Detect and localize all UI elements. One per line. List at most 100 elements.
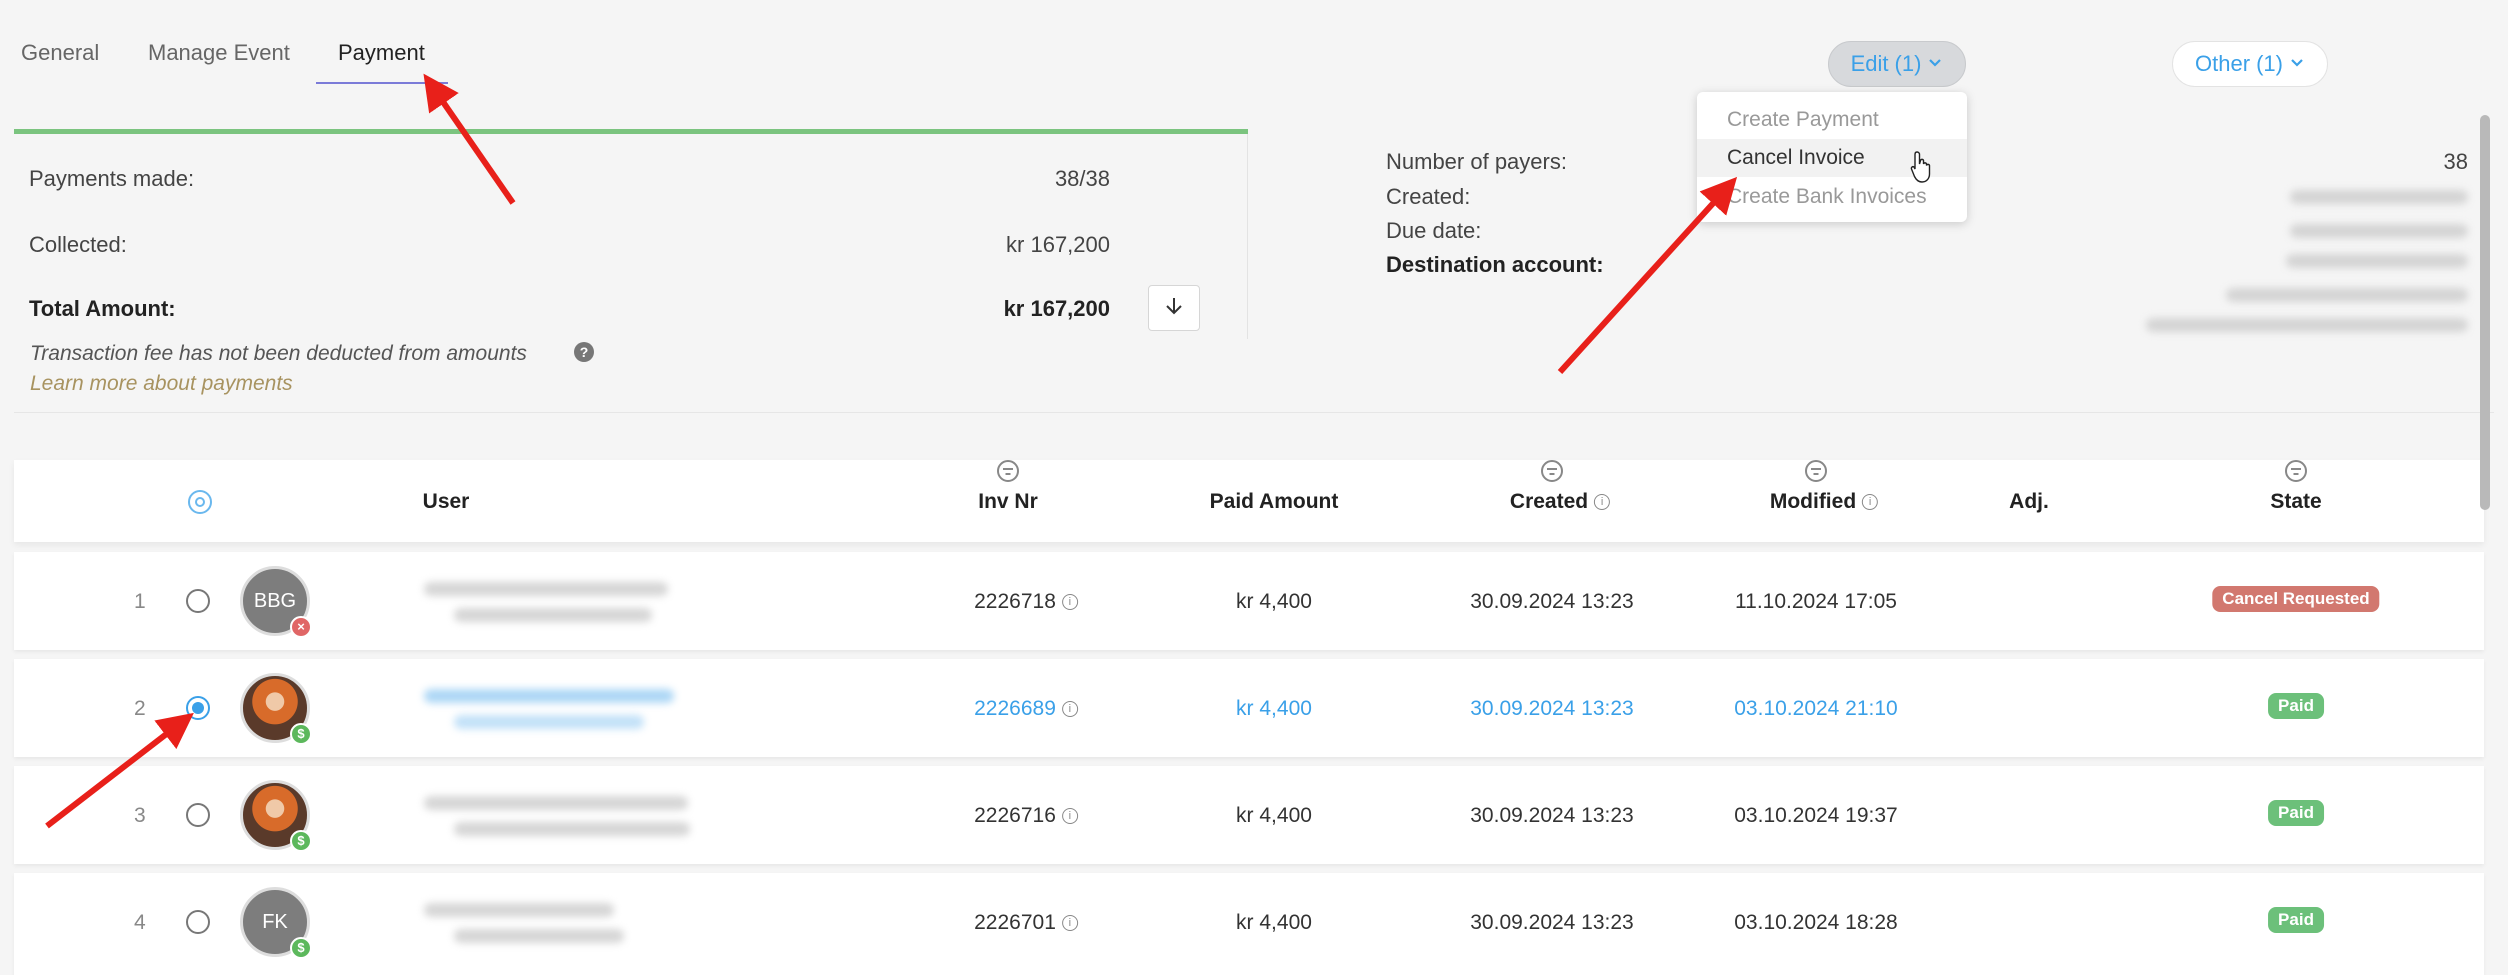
user-subname-redacted <box>454 822 690 836</box>
user-name-redacted[interactable] <box>424 689 674 703</box>
inv-nr-value: 2226716 <box>974 804 1056 827</box>
column-adj[interactable]: Adj. <box>2009 490 2049 513</box>
table-row[interactable]: 1 BBG × 2226718 i kr 4,400 30.09.2024 13:… <box>14 552 2484 650</box>
column-paid-amount[interactable]: Paid Amount <box>1209 490 1339 513</box>
status-badge: Paid <box>2268 693 2324 719</box>
other-count: (1) <box>2256 51 2283 76</box>
fee-note: Transaction fee has not been deducted fr… <box>30 342 527 365</box>
due-date-label: Due date: <box>1386 218 1482 243</box>
other-button[interactable]: Other (1) <box>2172 41 2328 87</box>
table-header: User Inv Nr Paid Amount Created i Modifie… <box>14 460 2484 542</box>
payments-made-value: 38/38 <box>1054 166 1110 191</box>
row-select-radio[interactable] <box>186 910 210 934</box>
paid-amount-cell: kr 4,400 <box>1236 804 1312 827</box>
row-select-radio[interactable] <box>186 696 210 720</box>
edit-label: Edit <box>1850 51 1889 76</box>
row-select-radio[interactable] <box>186 803 210 827</box>
row-number: 1 <box>134 590 146 613</box>
row-number: 3 <box>134 804 146 827</box>
column-state[interactable]: State <box>2270 490 2322 513</box>
created-value-redacted <box>2290 190 2468 204</box>
inv-nr-cell: 2226716 i <box>974 804 1078 828</box>
payment-progress-bar <box>14 129 1248 134</box>
modified-cell: 03.10.2024 18:28 <box>1734 911 1898 934</box>
user-subname-redacted <box>454 929 624 943</box>
inv-nr-value: 2226701 <box>974 911 1056 934</box>
inv-nr-cell: 2226701 i <box>974 911 1078 935</box>
row-number: 4 <box>134 911 146 934</box>
created-cell: 30.09.2024 13:23 <box>1470 697 1634 720</box>
edit-count: (1) <box>1894 51 1922 76</box>
info-icon[interactable]: i <box>1061 701 1078 718</box>
table-row[interactable]: 4 FK $ 2226701 i kr 4,400 30.09.2024 13:2… <box>14 873 2484 975</box>
user-subname-redacted <box>454 715 644 729</box>
inv-nr-cell: 2226718 i <box>974 590 1078 614</box>
dollar-status-icon: $ <box>290 830 312 852</box>
scrollbar[interactable] <box>2480 115 2490 510</box>
due-date-value-redacted <box>2290 224 2468 238</box>
user-name-redacted[interactable] <box>424 582 668 596</box>
column-inv-nr[interactable]: Inv Nr <box>978 490 1038 513</box>
learn-more-link[interactable]: Learn more about payments <box>30 372 293 395</box>
created-cell: 30.09.2024 13:23 <box>1470 804 1634 827</box>
chevron-down-icon <box>2289 51 2305 77</box>
chevron-down-icon <box>1927 51 1943 77</box>
destination-account-redacted <box>2286 254 2468 268</box>
table-row[interactable]: 3 $ 2226716 i kr 4,400 30.09.2024 13:23 0… <box>14 766 2484 864</box>
avatar-initials: BBG <box>253 589 297 612</box>
annotation-arrow <box>423 73 516 205</box>
tab-general[interactable]: General <box>21 40 100 65</box>
paid-amount-cell: kr 4,400 <box>1236 590 1312 613</box>
user-name-redacted[interactable] <box>424 903 614 917</box>
row-select-radio[interactable] <box>186 589 210 613</box>
table-row[interactable]: 2 $ 2226689 i kr 4,400 30.09.2024 13:23 0… <box>14 659 2484 757</box>
info-icon[interactable]: i <box>1061 915 1078 932</box>
avatar: BBG <box>240 566 310 636</box>
modified-cell: 11.10.2024 17:05 <box>1735 590 1897 613</box>
status-badge: Paid <box>2268 907 2324 933</box>
column-user[interactable]: User <box>422 490 470 513</box>
created-label: Created: <box>1386 184 1471 209</box>
summary-divider <box>1247 134 1248 339</box>
select-all-radio[interactable] <box>188 490 212 514</box>
edit-button[interactable]: Edit (1) <box>1828 41 1966 87</box>
menu-item-create-bank-invoices[interactable]: Create Bank Invoices <box>1727 185 1927 208</box>
destination-account-redacted <box>2146 318 2468 332</box>
created-cell: 30.09.2024 13:23 <box>1470 911 1634 934</box>
tab-payment-underline <box>316 82 448 84</box>
payments-made-label: Payments made: <box>29 166 195 191</box>
tab-payment[interactable]: Payment <box>338 40 425 65</box>
column-created-label: Created <box>1509 490 1589 513</box>
info-icon[interactable]: i <box>1061 594 1078 611</box>
column-created[interactable]: Created i <box>1509 490 1611 514</box>
destination-account-label: Destination account: <box>1386 252 1604 277</box>
paid-amount-cell: kr 4,400 <box>1236 697 1312 720</box>
user-name-redacted[interactable] <box>424 796 688 810</box>
filter-icon[interactable] <box>2285 460 2307 482</box>
inv-nr-value: 2226689 <box>974 697 1056 720</box>
avatar-initials: FK <box>262 910 288 933</box>
filter-icon[interactable] <box>997 460 1019 482</box>
question-icon[interactable]: ? <box>574 342 594 362</box>
tab-manage-event[interactable]: Manage Event <box>148 40 290 65</box>
hand-cursor-icon <box>1910 150 1936 189</box>
filter-icon[interactable] <box>1805 460 1827 482</box>
info-icon: i <box>1594 494 1611 511</box>
info-icon[interactable]: i <box>1061 808 1078 825</box>
filter-icon[interactable] <box>1541 460 1563 482</box>
dollar-status-icon: $ <box>290 723 312 745</box>
column-modified[interactable]: Modified i <box>1770 490 1879 514</box>
total-amount-label: Total Amount: <box>29 296 176 321</box>
arrow-down-icon <box>1162 294 1186 323</box>
modified-cell: 03.10.2024 19:37 <box>1734 804 1898 827</box>
info-icon: i <box>1862 494 1879 511</box>
menu-item-create-payment[interactable]: Create Payment <box>1727 108 1879 131</box>
status-badge: Paid <box>2268 800 2324 826</box>
paid-amount-cell: kr 4,400 <box>1236 911 1312 934</box>
download-button[interactable] <box>1148 285 1200 331</box>
collected-value: kr 167,200 <box>1006 232 1110 257</box>
row-number: 2 <box>134 697 146 720</box>
dollar-status-icon: $ <box>290 937 312 959</box>
edit-dropdown-menu: Create Payment Cancel Invoice Create Ban… <box>1697 92 1967 222</box>
inv-nr-value: 2226718 <box>974 590 1056 613</box>
